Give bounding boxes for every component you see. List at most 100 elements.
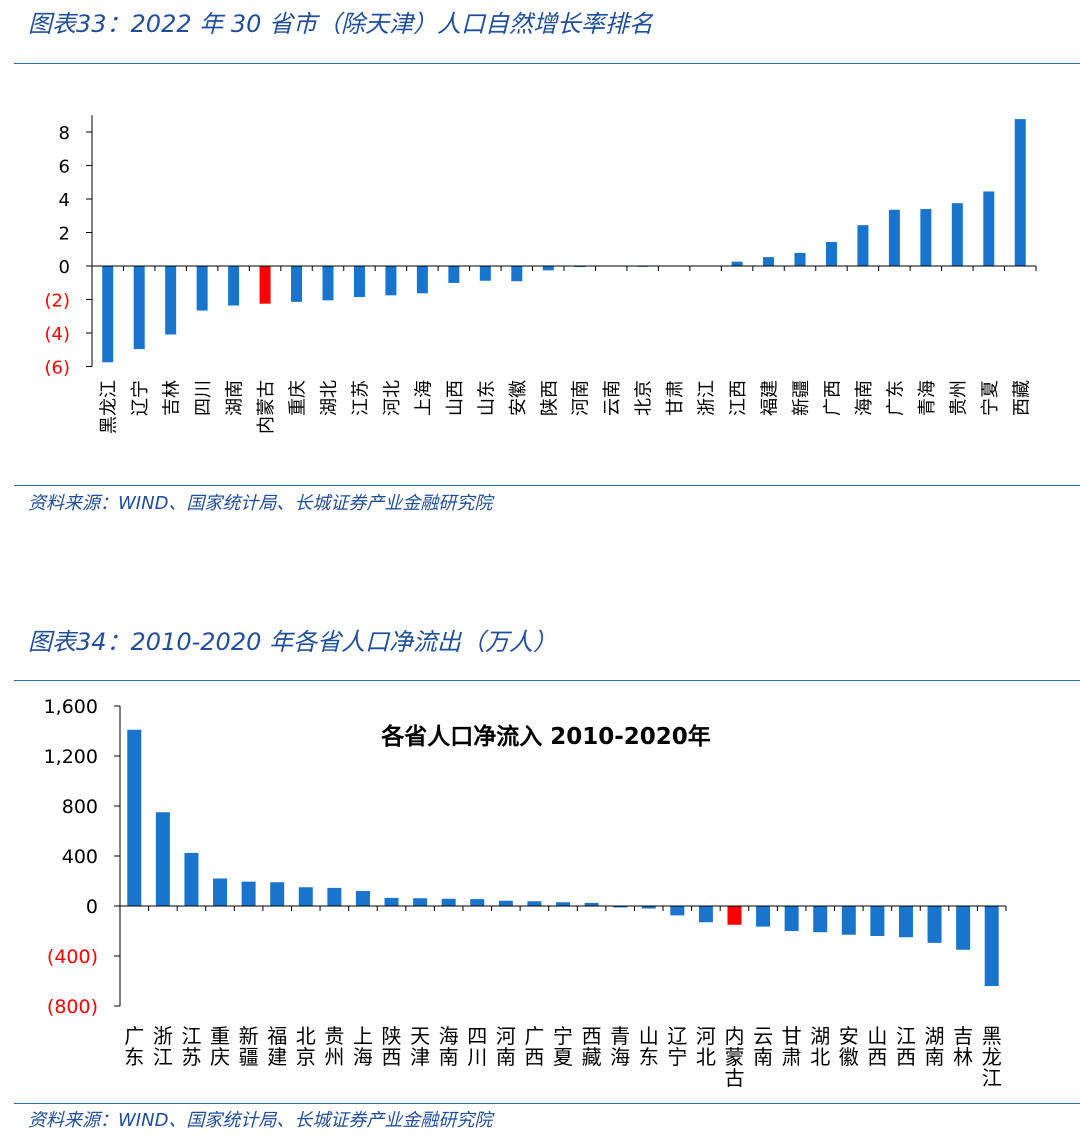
y-tick-label: (4) [45, 324, 71, 345]
x-tick-label: 新疆 [791, 380, 812, 416]
y-tick-label: (400) [47, 946, 98, 968]
x-tick-label: 山西 [445, 380, 466, 416]
x-tick-label: 河南 [496, 1024, 516, 1069]
y-tick-label: 800 [62, 796, 98, 818]
x-tick-label: 四川 [193, 380, 214, 416]
x-tick-label: 江西 [728, 380, 749, 416]
x-tick-label: 河北 [382, 380, 403, 416]
x-tick-label: 黑龙江 [99, 380, 120, 434]
bar-河南 [574, 266, 586, 268]
bar-湖南 [228, 266, 240, 306]
bar-西藏 [1014, 119, 1026, 266]
y-tick-label: 6 [59, 157, 70, 178]
bar-河南 [498, 900, 513, 906]
bar-辽宁 [670, 906, 685, 916]
y-tick-label: 400 [62, 846, 98, 868]
x-tick-label: 湖北 [319, 380, 340, 416]
x-tick-label: 黑龙江 [982, 1024, 1002, 1090]
bar-海南 [857, 225, 869, 266]
x-tick-label: 云南 [602, 380, 623, 416]
bar-广西 [527, 901, 542, 906]
bar-甘肃 [784, 906, 799, 931]
bar-吉林 [956, 906, 971, 950]
bar-四川 [196, 266, 208, 311]
y-tick-label: 4 [59, 190, 70, 211]
bar-湖南 [927, 906, 942, 943]
figure1-title-rule [14, 63, 1080, 64]
bar-贵州 [951, 203, 963, 266]
x-tick-label: 青海 [917, 380, 938, 416]
bar-辽宁 [133, 266, 145, 350]
y-tick-label: (2) [45, 291, 71, 312]
bar-北京 [298, 887, 313, 906]
bar-宁夏 [556, 902, 570, 906]
x-tick-label: 甘肃 [665, 380, 686, 416]
x-tick-label: 吉林 [953, 1024, 973, 1069]
x-tick-label: 西藏 [582, 1024, 602, 1069]
x-tick-label: 海南 [854, 380, 875, 416]
x-tick-label: 山西 [867, 1024, 887, 1069]
x-tick-label: 重庆 [210, 1024, 230, 1069]
bar-西藏 [584, 902, 599, 906]
x-tick-label: 贵州 [324, 1024, 344, 1069]
bar-浙江 [155, 812, 170, 906]
bar-黑龙江 [102, 266, 114, 363]
bar-海南 [441, 898, 456, 906]
bar-上海 [416, 266, 428, 294]
bar-湖北 [322, 266, 334, 301]
bar-福建 [763, 257, 775, 266]
bar-黑龙江 [984, 906, 999, 986]
bar-河北 [385, 266, 397, 296]
bar-上海 [355, 891, 370, 906]
x-tick-label: 吉林 [162, 380, 183, 416]
bar-安徽 [511, 266, 523, 282]
x-tick-label: 浙江 [153, 1024, 173, 1069]
bar-广东 [127, 729, 142, 906]
x-tick-label: 广东 [124, 1024, 144, 1069]
bar-江西 [731, 261, 743, 266]
bar-福建 [270, 882, 285, 906]
chart-natural-growth-rate: 8 6 4 2 0 (2) (4) (6) 黑龙江 辽宁 吉林 四川 湖南 内蒙古 重庆 湖北 江苏 河北 上海 山西… [45, 115, 1037, 434]
x-tick-label: 内蒙古 [256, 380, 277, 434]
x-tick-label: 湖南 [225, 380, 246, 416]
bar-新疆 [241, 881, 256, 906]
bar-山西 [448, 266, 460, 283]
bar-宁夏 [983, 191, 995, 266]
x-tick-label: 广西 [524, 1024, 544, 1069]
figure1-source: 资料来源：WIND、国家统计局、长城证券产业金融研究院 [28, 493, 493, 514]
bar-江苏 [353, 266, 365, 297]
x-tick-label: 北京 [296, 1024, 316, 1069]
bar-云南 [756, 906, 771, 927]
y-tick-label: (800) [47, 996, 98, 1018]
chart-net-migration: 1,600 1,200 800 400 0 (400) (800) 广东浙江江苏重庆新疆福建北… [44, 696, 1007, 1090]
figure2-source: 资料来源：WIND、国家统计局、长城证券产业金融研究院 [28, 1110, 493, 1131]
bar-山西 [870, 906, 885, 936]
x-tick-label: 云南 [753, 1024, 773, 1069]
x-tick-label: 山东 [639, 1024, 659, 1069]
figure2-source-rule [14, 1103, 1080, 1104]
x-tick-label: 海南 [439, 1024, 459, 1069]
bar-吉林 [165, 266, 177, 335]
x-tick-label: 西藏 [1011, 380, 1032, 416]
bar-江西 [898, 906, 913, 938]
x-tick-label: 四川 [467, 1024, 487, 1069]
x-tick-label: 福建 [267, 1024, 287, 1069]
bar-广西 [825, 242, 837, 266]
x-tick-label: 宁夏 [553, 1024, 573, 1069]
bar-四川 [470, 899, 485, 906]
bar-安徽 [841, 906, 856, 935]
x-tick-label: 北京 [634, 380, 655, 416]
x-tick-label: 宁夏 [980, 380, 1001, 416]
x-tick-label: 甘肃 [782, 1024, 802, 1069]
bar-广东 [888, 209, 900, 266]
x-tick-label: 广东 [885, 380, 906, 416]
x-tick-label: 内蒙古 [724, 1024, 744, 1090]
x-tick-label: 安徽 [839, 1024, 859, 1069]
bar-河北 [698, 906, 713, 923]
x-tick-label: 江苏 [350, 380, 371, 416]
x-tick-label: 山东 [476, 380, 497, 416]
figure2-title: 图表34：2010-2020 年各省人口净流出（万人） [28, 628, 557, 656]
x-tick-label: 河北 [696, 1024, 716, 1069]
x-tick-label: 重庆 [288, 380, 309, 416]
bar-陕西 [542, 266, 554, 271]
